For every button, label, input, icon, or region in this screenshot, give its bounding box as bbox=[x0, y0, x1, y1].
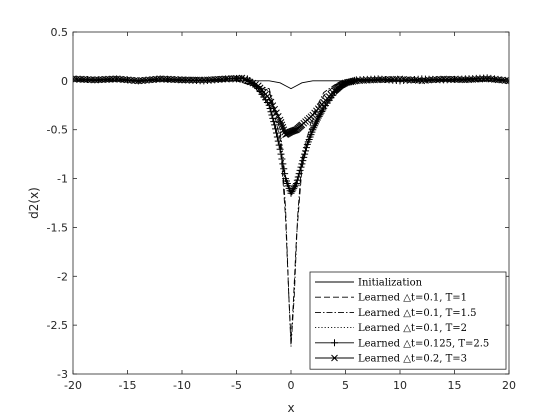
x-tick-label: 0 bbox=[288, 379, 295, 392]
y-tick-label: -0.5 bbox=[47, 124, 68, 137]
data-point bbox=[265, 101, 273, 109]
data-point bbox=[296, 166, 304, 174]
x-axis: -20 -15 -10 -5 0 5 10 15 20 bbox=[64, 32, 516, 392]
data-point bbox=[281, 170, 289, 178]
x-tick-label: 10 bbox=[393, 379, 407, 392]
data-point bbox=[271, 105, 279, 113]
legend-label: Learned △t=0.2, T=3 bbox=[358, 354, 467, 365]
data-point bbox=[269, 114, 277, 122]
data-point bbox=[351, 77, 358, 85]
data-point bbox=[233, 74, 240, 82]
data-point bbox=[269, 102, 277, 109]
data-point bbox=[279, 160, 287, 168]
data-point bbox=[227, 75, 235, 82]
data-point bbox=[293, 176, 301, 184]
data-point bbox=[277, 150, 285, 158]
data-point bbox=[271, 121, 279, 129]
data-point bbox=[267, 98, 275, 106]
data-point bbox=[316, 111, 324, 119]
legend-marker bbox=[331, 354, 338, 362]
y-tick-label: -1 bbox=[57, 173, 68, 186]
y-axis: 0.5 0 -0.5 -1 -1.5 -2 -2.5 -3 bbox=[47, 26, 509, 381]
legend-label: Learned △t=0.1, T=1.5 bbox=[358, 308, 477, 319]
data-point bbox=[265, 95, 273, 102]
series-6 bbox=[73, 74, 509, 138]
data-point bbox=[314, 114, 322, 122]
series-line bbox=[73, 80, 509, 340]
data-point bbox=[273, 133, 281, 141]
data-point bbox=[288, 188, 296, 196]
data-point bbox=[274, 113, 282, 120]
data-point bbox=[289, 186, 297, 194]
data-point bbox=[302, 147, 310, 155]
legend-label: Learned △t=0.1, T=1 bbox=[358, 293, 467, 304]
legend-item: Learned △t=0.2, T=3 bbox=[315, 354, 467, 365]
series-2 bbox=[73, 80, 509, 340]
data-point bbox=[272, 129, 280, 137]
data-point bbox=[287, 189, 295, 197]
y-tick-label: 0 bbox=[61, 75, 68, 88]
data-point bbox=[299, 157, 307, 165]
data-point bbox=[298, 160, 306, 168]
data-point bbox=[295, 170, 303, 178]
data-point bbox=[302, 144, 310, 152]
y-tick-label: -1.5 bbox=[47, 221, 68, 234]
data-point bbox=[235, 74, 243, 82]
data-point bbox=[291, 183, 299, 191]
data-point bbox=[276, 145, 284, 153]
x-tick-label: -15 bbox=[119, 379, 137, 392]
data-point bbox=[300, 153, 308, 161]
y-axis-label: d2(x) bbox=[27, 187, 41, 219]
x-tick-label: 5 bbox=[342, 379, 349, 392]
data-point bbox=[505, 77, 509, 85]
legend-label: Learned △t=0.1, T=2 bbox=[358, 323, 467, 334]
data-point bbox=[294, 173, 302, 181]
data-point bbox=[272, 125, 280, 133]
legend-label: Learned △t=0.125, T=2.5 bbox=[358, 338, 489, 349]
data-point bbox=[267, 108, 275, 116]
legend: Initialization Learned △t=0.1, T=1 Learned… bbox=[309, 271, 507, 370]
data-point bbox=[224, 75, 232, 83]
y-tick-label: -3 bbox=[57, 368, 68, 381]
data-point bbox=[270, 118, 278, 126]
data-point bbox=[301, 150, 309, 158]
x-tick-label: 15 bbox=[448, 379, 462, 392]
y-tick-label: -2.5 bbox=[47, 319, 68, 332]
data-point bbox=[222, 75, 229, 83]
data-point bbox=[230, 75, 238, 82]
data-point bbox=[280, 165, 288, 173]
legend-item: Learned △t=0.1, T=2 bbox=[315, 323, 467, 334]
legend-box bbox=[309, 271, 507, 370]
data-point bbox=[273, 109, 280, 117]
x-tick-label: -10 bbox=[173, 379, 191, 392]
x-tick-label: 20 bbox=[502, 379, 516, 392]
legend-item: Learned △t=0.1, T=1 bbox=[315, 293, 467, 304]
data-point bbox=[297, 163, 305, 171]
data-point bbox=[290, 184, 298, 192]
x-tick-label: -5 bbox=[231, 379, 242, 392]
data-point bbox=[292, 179, 300, 187]
legend-item: Learned △t=0.125, T=2.5 bbox=[315, 338, 489, 349]
legend-marker bbox=[331, 339, 338, 347]
x-axis-label: x bbox=[287, 401, 294, 415]
data-point bbox=[292, 181, 300, 189]
x-tick-label: -20 bbox=[64, 379, 82, 392]
y-tick-label: -2 bbox=[57, 270, 68, 283]
legend-item: Learned △t=0.1, T=1.5 bbox=[315, 308, 477, 319]
series-layer bbox=[73, 74, 509, 347]
legend-label: Initialization bbox=[358, 278, 423, 289]
legend-item: Initialization bbox=[315, 278, 423, 289]
data-point bbox=[275, 141, 283, 149]
data-point bbox=[274, 137, 282, 145]
data-point bbox=[318, 107, 326, 115]
y-tick-label: 0.5 bbox=[51, 26, 69, 39]
data-point bbox=[278, 155, 286, 163]
